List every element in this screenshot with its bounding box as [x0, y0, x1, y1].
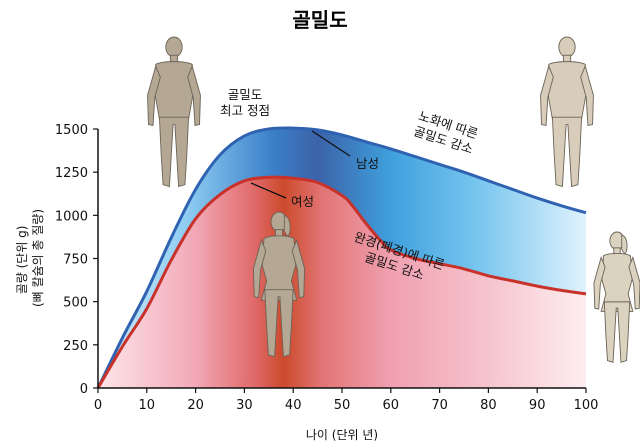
x-tick-label: 50	[334, 398, 351, 413]
y-tick-label: 1000	[55, 209, 88, 224]
x-tick-label: 30	[236, 398, 253, 413]
old-woman-figure	[593, 231, 640, 363]
x-tick-label: 60	[383, 398, 400, 413]
female-leader-line	[250, 182, 287, 199]
x-tick-label: 40	[285, 398, 302, 413]
figures-layer	[147, 36, 640, 363]
x-tick-label: 70	[431, 398, 448, 413]
x-tick-label: 100	[574, 398, 599, 413]
female-area	[98, 177, 586, 388]
chart-title: 골밀도	[292, 8, 347, 32]
x-axis-label: 나이 (단위 년)	[306, 428, 378, 442]
label-female: 여성	[291, 194, 314, 209]
annotation-aging-decline: 노화에 따른골밀도 감소	[412, 108, 480, 156]
plot-area	[96, 126, 587, 389]
x-tick-label: 0	[94, 398, 102, 413]
y-tick-label: 1500	[55, 123, 88, 138]
y-axis-label-line2: (뼈 칼슘의 총 질량)	[31, 209, 45, 307]
female-line	[96, 175, 587, 389]
y-axis-label-line1: 골량 (단위 g)	[15, 226, 29, 295]
male-line	[96, 126, 587, 389]
y-tick-label: 1250	[55, 166, 88, 181]
axes: 0 10 20 30 40 50 60 70 80 90 100025050075010001250…	[55, 123, 599, 413]
label-male: 남성	[356, 156, 379, 171]
y-axis-label: 골량 (단위 g) (뼈 칼슘의 총 질량)	[15, 209, 45, 307]
annotation-peak: 골밀도 최고 정점	[220, 87, 270, 118]
y-tick-label: 750	[63, 253, 88, 268]
x-tick-label: 80	[480, 398, 497, 413]
x-tick-label: 10	[139, 398, 156, 413]
old-man-figure	[540, 36, 594, 188]
y-tick-label: 500	[63, 296, 88, 311]
y-tick-label: 0	[80, 382, 88, 397]
young-man-figure	[147, 36, 201, 188]
x-tick-label: 20	[187, 398, 204, 413]
y-tick-label: 250	[63, 339, 88, 354]
young-woman-figure	[252, 211, 306, 358]
male-leader-line	[311, 130, 351, 157]
x-tick-label: 90	[529, 398, 546, 413]
